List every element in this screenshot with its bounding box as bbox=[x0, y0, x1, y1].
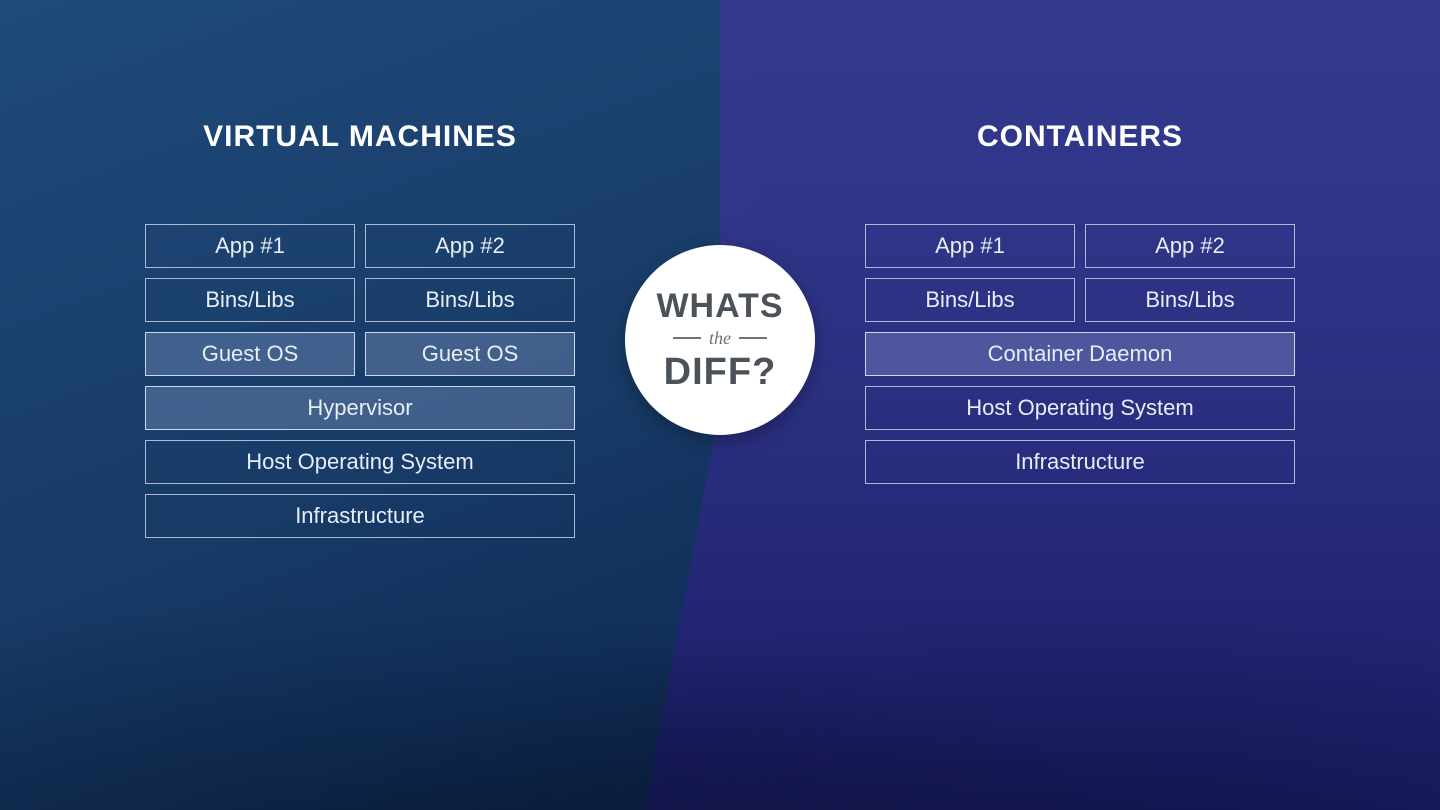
stack-row: Infrastructure bbox=[865, 440, 1295, 484]
badge-mid-line: the bbox=[673, 328, 767, 349]
layer-host-os: Host Operating System bbox=[865, 386, 1295, 430]
right-panel: CONTAINERS App #1 App #2 Bins/Libs Bins/… bbox=[720, 0, 1440, 810]
stack-row: Container Daemon bbox=[865, 332, 1295, 376]
layer-app: App #2 bbox=[1085, 224, 1295, 268]
layer-bins-libs: Bins/Libs bbox=[865, 278, 1075, 322]
badge-mid-text: the bbox=[709, 328, 731, 349]
badge-line1: WHATS bbox=[656, 287, 783, 326]
stack-row: Hypervisor bbox=[145, 386, 575, 430]
left-panel-title: VIRTUAL MACHINES bbox=[203, 120, 517, 154]
layer-infrastructure: Infrastructure bbox=[865, 440, 1295, 484]
stack-row: App #1 App #2 bbox=[865, 224, 1295, 268]
left-panel: VIRTUAL MACHINES App #1 App #2 Bins/Libs… bbox=[0, 0, 720, 810]
stack-row: Bins/Libs Bins/Libs bbox=[145, 278, 575, 322]
layer-bins-libs: Bins/Libs bbox=[365, 278, 575, 322]
stack-row: Host Operating System bbox=[145, 440, 575, 484]
right-panel-title: CONTAINERS bbox=[977, 120, 1183, 154]
stack-row: Infrastructure bbox=[145, 494, 575, 538]
layer-bins-libs: Bins/Libs bbox=[145, 278, 355, 322]
layer-bins-libs: Bins/Libs bbox=[1085, 278, 1295, 322]
layer-guest-os: Guest OS bbox=[365, 332, 575, 376]
layer-hypervisor: Hypervisor bbox=[145, 386, 575, 430]
layer-app: App #1 bbox=[865, 224, 1075, 268]
rule-icon bbox=[673, 337, 701, 339]
vm-stack: App #1 App #2 Bins/Libs Bins/Libs Guest … bbox=[145, 224, 575, 548]
whats-the-diff-badge: WHATS the DIFF? bbox=[625, 245, 815, 435]
layer-host-os: Host Operating System bbox=[145, 440, 575, 484]
layer-app: App #1 bbox=[145, 224, 355, 268]
layer-guest-os: Guest OS bbox=[145, 332, 355, 376]
stack-row: Bins/Libs Bins/Libs bbox=[865, 278, 1295, 322]
container-stack: App #1 App #2 Bins/Libs Bins/Libs Contai… bbox=[865, 224, 1295, 494]
layer-infrastructure: Infrastructure bbox=[145, 494, 575, 538]
rule-icon bbox=[739, 337, 767, 339]
layer-container-daemon: Container Daemon bbox=[865, 332, 1295, 376]
stack-row: App #1 App #2 bbox=[145, 224, 575, 268]
badge-line2: DIFF? bbox=[664, 351, 777, 394]
stack-row: Guest OS Guest OS bbox=[145, 332, 575, 376]
stack-row: Host Operating System bbox=[865, 386, 1295, 430]
layer-app: App #2 bbox=[365, 224, 575, 268]
